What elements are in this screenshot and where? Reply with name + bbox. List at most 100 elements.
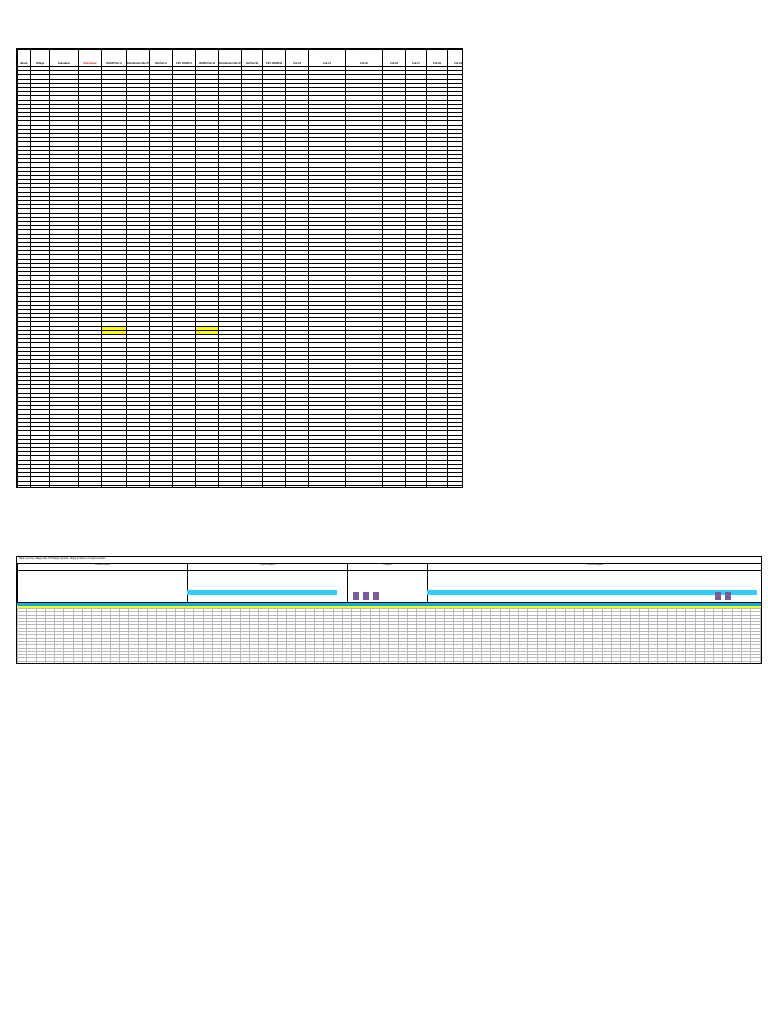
header-marker xyxy=(715,592,721,600)
column-header: HH Part A xyxy=(149,49,173,67)
table-row xyxy=(17,637,761,643)
column-header: Distribution Net Part B xyxy=(218,49,242,67)
table-row xyxy=(17,137,462,143)
table-row xyxy=(17,392,462,398)
table-cell xyxy=(49,484,79,487)
table-row xyxy=(17,621,761,626)
header-band: Schemes Details xyxy=(17,564,187,602)
table-row xyxy=(17,640,761,646)
table-cell xyxy=(750,617,761,623)
table-cell xyxy=(740,647,752,652)
table-cell xyxy=(750,621,761,626)
table-row xyxy=(17,258,462,264)
column-header: HH Part B xyxy=(241,49,263,67)
header-marker xyxy=(363,592,369,600)
table-cell xyxy=(740,617,752,623)
column-header: Col-18 xyxy=(426,49,448,67)
table-cell xyxy=(740,627,752,633)
table-cell xyxy=(750,660,761,663)
table-row xyxy=(17,467,462,474)
table-cell xyxy=(195,484,219,487)
table-cell xyxy=(426,484,448,487)
header-marker xyxy=(373,592,379,600)
band-label: Progress xyxy=(348,564,427,571)
band-label: Physical progress xyxy=(188,564,347,571)
table-cell xyxy=(262,484,286,487)
table-row xyxy=(17,660,761,663)
top-spreadsheet-table: Block Village Gutstatus Panchayat OHSR Part … xyxy=(17,49,462,487)
table-cell xyxy=(740,624,752,629)
table-row xyxy=(17,250,462,256)
band-label: Schemes Details xyxy=(18,564,187,571)
column-header: CFC OHSR A xyxy=(172,49,196,67)
table-cell xyxy=(750,634,761,639)
table-cell xyxy=(750,657,761,662)
table-cell xyxy=(30,484,50,487)
table-cell xyxy=(101,484,127,487)
table-cell xyxy=(740,611,752,616)
column-header: Col-13 xyxy=(285,49,309,67)
column-header: CFC OHSR B xyxy=(262,49,286,67)
table-cell xyxy=(740,650,752,656)
header-band: Physical progress xyxy=(187,564,347,602)
table-cell xyxy=(750,637,761,643)
top-spreadsheet: Block Village Gutstatus Panchayat OHSR Part … xyxy=(16,48,463,488)
table-cell xyxy=(740,657,752,662)
column-header: Distribution Net Part A xyxy=(126,49,150,67)
table-cell xyxy=(149,484,173,487)
table-row xyxy=(17,644,761,649)
column-header: Col-19 xyxy=(447,49,462,67)
table-cell xyxy=(308,484,346,487)
table-row xyxy=(17,611,761,616)
table-row xyxy=(17,614,761,619)
header-band: Financial progress xyxy=(427,564,761,602)
table-row xyxy=(17,624,761,629)
table-row xyxy=(17,405,462,411)
table-cell xyxy=(241,484,263,487)
bottom-spreadsheet: Table: Ay Proj. Village wise HH Target p… xyxy=(16,556,762,664)
table-row xyxy=(17,627,761,633)
column-header: Col-15 xyxy=(345,49,383,67)
table-cell xyxy=(750,627,761,633)
table-cell xyxy=(750,624,761,629)
header-zone: Schemes Details Physical progress Progress… xyxy=(17,564,761,603)
table-row xyxy=(17,442,462,449)
header-band: Progress xyxy=(347,564,427,602)
table-row xyxy=(17,409,462,415)
column-header: Gutstatus xyxy=(49,49,79,67)
bottom-spreadsheet-table xyxy=(17,607,761,663)
table-row xyxy=(17,484,462,487)
table-cell xyxy=(382,484,406,487)
table-row xyxy=(17,650,761,656)
column-header: Col-16 xyxy=(382,49,406,67)
table-row xyxy=(17,329,462,336)
table-cell xyxy=(740,631,752,636)
table-cell xyxy=(740,607,752,613)
table-cell xyxy=(740,654,752,659)
table-row xyxy=(17,91,462,97)
column-header: Panchayat xyxy=(78,49,102,67)
table-cell xyxy=(172,484,196,487)
column-header: Village xyxy=(30,49,50,67)
table-row xyxy=(17,647,761,652)
table-cell xyxy=(750,607,761,613)
table-cell xyxy=(750,614,761,619)
table-cell xyxy=(750,640,761,646)
table-cell xyxy=(750,644,761,649)
table-cell xyxy=(285,484,309,487)
header-marker xyxy=(353,592,359,600)
table-row xyxy=(17,634,761,639)
table-row xyxy=(17,455,462,461)
table-cell xyxy=(740,614,752,619)
table-row xyxy=(17,166,462,172)
table-cell xyxy=(750,611,761,616)
table-cell xyxy=(750,631,761,636)
table-cell xyxy=(345,484,383,487)
table-cell xyxy=(218,484,242,487)
table-cell xyxy=(405,484,427,487)
table-row xyxy=(17,607,761,613)
table-cell xyxy=(740,640,752,646)
column-header: OHSR Part A xyxy=(101,49,127,67)
table-row xyxy=(17,120,462,126)
table-cell xyxy=(17,484,31,487)
